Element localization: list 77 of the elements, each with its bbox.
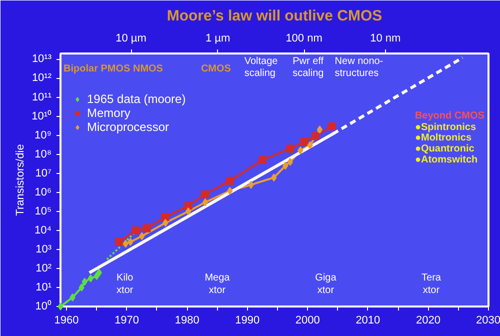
y-tick-label: 10⁴: [34, 224, 52, 236]
point: [184, 202, 192, 210]
point: [78, 283, 84, 292]
y-tick-label: 10⁸: [34, 148, 52, 160]
point: [162, 218, 168, 227]
point: [70, 293, 76, 302]
point: [300, 138, 308, 146]
y-tick-label: 10⁰: [35, 300, 52, 312]
y-tick-label: 10³: [36, 243, 52, 256]
x-tick-label: 1960: [54, 314, 79, 326]
point: [271, 174, 277, 182]
x-tick-label: 2020: [416, 314, 440, 326]
annotation: Giga xtor: [315, 272, 337, 296]
point: [161, 213, 170, 222]
x-tick-label: 1980: [174, 314, 200, 326]
point: [328, 122, 336, 130]
text: 1 µm: [206, 32, 230, 44]
x-tick-label: 2030: [476, 314, 500, 326]
point: [316, 126, 323, 134]
annotation: ●Atomswitch: [414, 154, 478, 166]
annotation: Tera xtor: [422, 272, 442, 296]
point: [286, 144, 294, 153]
point: [132, 226, 140, 234]
point: [82, 278, 88, 286]
point: [139, 232, 145, 240]
point: [201, 190, 210, 198]
y-axis-title: Transistors/die: [14, 144, 27, 216]
point: [58, 302, 64, 310]
point: [142, 224, 151, 232]
chart-title: Moore’s law will outlive CMOS: [166, 8, 382, 24]
point: [114, 238, 123, 246]
x-tick-label: 1990: [235, 314, 260, 326]
y-tick-label: 10⁷: [35, 167, 52, 180]
point: [282, 162, 288, 170]
annotation: ●Quantronic: [414, 143, 475, 154]
y-tick-label: 10⁵: [34, 205, 52, 218]
annotation: Pwr eff scaling: [292, 56, 324, 79]
point: [287, 158, 294, 166]
legend-label: 1965 data (moore): [87, 92, 186, 106]
text: 100 nm: [286, 32, 322, 44]
y-tick-label: 10⁹: [34, 129, 52, 142]
x-tick-label: 2010: [356, 314, 380, 326]
legend-label: Microprocessor: [87, 120, 170, 134]
annotation: Bipolar PMOS NMOS: [64, 63, 164, 74]
annotation: Kilo xtor: [116, 272, 134, 296]
annotation: Voltage scaling: [244, 56, 278, 79]
point: [128, 238, 134, 246]
point: [88, 274, 94, 282]
point: [96, 268, 102, 277]
annotation: Mega xtor: [204, 272, 230, 296]
point: [227, 186, 233, 195]
point: [202, 198, 208, 206]
y-tick-label: 10¹²: [32, 72, 52, 84]
y-tick-label: 10¹³: [32, 53, 52, 66]
text: 10 µm: [116, 32, 146, 44]
y-tick-label: 10¹: [36, 281, 52, 294]
point: [248, 180, 254, 189]
point: [185, 207, 192, 216]
point: [311, 132, 320, 140]
point: [122, 240, 128, 248]
point: [258, 156, 266, 164]
point: [226, 176, 234, 185]
x-tick-label: 1970: [114, 314, 140, 326]
x-tick-label: 2000: [295, 314, 320, 326]
legend-label: Memory: [87, 106, 130, 120]
y-tick-label: 10⁶: [34, 186, 52, 198]
y-tick-label: 10²: [36, 262, 52, 274]
annotation: ●Spintronics: [414, 122, 476, 134]
point: [307, 141, 313, 150]
text: 10 nm: [370, 32, 401, 44]
annotation: ●Moltronics: [414, 132, 472, 144]
point: [298, 146, 304, 154]
y-tick-label: 10¹¹: [32, 91, 52, 104]
annotation: Beyond CMOS: [414, 110, 485, 122]
annotation: CMOS: [200, 63, 232, 74]
y-tick-label: 10¹⁰: [32, 109, 52, 122]
annotation: New nono- structures: [334, 56, 384, 79]
